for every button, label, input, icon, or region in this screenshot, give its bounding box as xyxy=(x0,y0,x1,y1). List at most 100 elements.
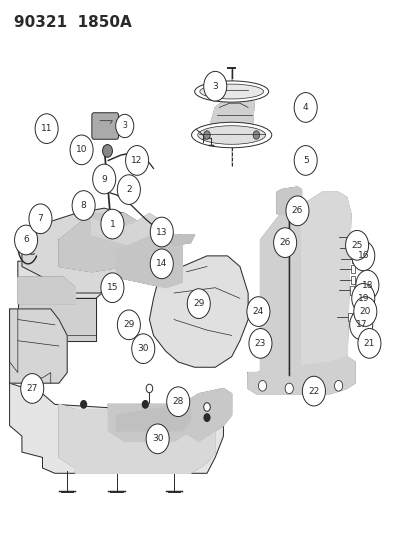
Circle shape xyxy=(345,230,368,260)
Polygon shape xyxy=(18,277,75,304)
Circle shape xyxy=(357,328,380,358)
Circle shape xyxy=(309,383,317,394)
Bar xyxy=(347,313,351,321)
Text: 11: 11 xyxy=(41,124,52,133)
Circle shape xyxy=(142,401,148,408)
Circle shape xyxy=(35,114,58,143)
Polygon shape xyxy=(59,214,141,272)
Circle shape xyxy=(258,381,266,391)
Text: 28: 28 xyxy=(172,397,183,406)
Circle shape xyxy=(93,164,115,194)
Ellipse shape xyxy=(191,122,271,148)
Text: 5: 5 xyxy=(302,156,308,165)
Text: 20: 20 xyxy=(359,307,370,316)
Text: 4: 4 xyxy=(302,103,308,112)
Polygon shape xyxy=(59,405,215,473)
Circle shape xyxy=(203,131,210,139)
Circle shape xyxy=(150,249,173,279)
FancyBboxPatch shape xyxy=(92,113,118,139)
Polygon shape xyxy=(276,187,301,215)
Text: 24: 24 xyxy=(252,307,263,316)
Polygon shape xyxy=(9,383,223,473)
Text: 9: 9 xyxy=(101,174,107,183)
Circle shape xyxy=(14,225,38,255)
Text: 30: 30 xyxy=(152,434,163,443)
Text: 29: 29 xyxy=(123,320,134,329)
Circle shape xyxy=(146,424,169,454)
Text: 17: 17 xyxy=(355,320,366,329)
Text: 6: 6 xyxy=(23,236,29,245)
Circle shape xyxy=(252,131,259,139)
Text: 16: 16 xyxy=(357,252,368,261)
Text: 3: 3 xyxy=(122,122,127,131)
Bar xyxy=(349,233,354,241)
Polygon shape xyxy=(18,261,108,298)
Circle shape xyxy=(125,146,148,175)
Circle shape xyxy=(146,384,152,393)
Text: 26: 26 xyxy=(291,206,302,215)
Circle shape xyxy=(355,270,378,300)
Text: 30: 30 xyxy=(137,344,149,353)
Polygon shape xyxy=(182,389,231,441)
Polygon shape xyxy=(149,256,247,367)
Text: 12: 12 xyxy=(131,156,142,165)
Circle shape xyxy=(115,114,133,138)
Circle shape xyxy=(334,381,342,391)
Polygon shape xyxy=(157,235,194,245)
Circle shape xyxy=(273,228,296,257)
Bar xyxy=(351,244,355,252)
Ellipse shape xyxy=(194,81,268,102)
Ellipse shape xyxy=(199,84,263,99)
Circle shape xyxy=(294,146,316,175)
Text: 18: 18 xyxy=(361,280,372,289)
Text: 23: 23 xyxy=(254,339,266,348)
Text: 14: 14 xyxy=(156,260,167,268)
Ellipse shape xyxy=(197,126,265,144)
Circle shape xyxy=(29,204,52,233)
Circle shape xyxy=(301,376,325,406)
Circle shape xyxy=(101,209,123,239)
Bar xyxy=(351,265,355,273)
Text: 15: 15 xyxy=(107,283,118,292)
Text: 90321  1850A: 90321 1850A xyxy=(14,14,131,30)
Text: 8: 8 xyxy=(81,201,86,210)
Circle shape xyxy=(203,71,226,101)
Polygon shape xyxy=(18,298,96,341)
Circle shape xyxy=(117,175,140,205)
Circle shape xyxy=(70,135,93,165)
Circle shape xyxy=(72,191,95,220)
Polygon shape xyxy=(301,192,350,389)
Text: 25: 25 xyxy=(351,241,362,250)
Text: 13: 13 xyxy=(156,228,167,237)
Circle shape xyxy=(204,414,209,421)
Circle shape xyxy=(81,401,86,408)
Polygon shape xyxy=(260,208,313,389)
Text: 26: 26 xyxy=(279,238,290,247)
Polygon shape xyxy=(116,405,190,431)
Circle shape xyxy=(351,241,374,271)
Text: 1: 1 xyxy=(109,220,115,229)
Circle shape xyxy=(349,310,372,340)
Bar xyxy=(349,286,354,295)
Polygon shape xyxy=(209,97,254,133)
Polygon shape xyxy=(108,405,190,441)
Text: 19: 19 xyxy=(357,294,368,303)
Text: 3: 3 xyxy=(212,82,218,91)
Text: 7: 7 xyxy=(38,214,43,223)
Text: 29: 29 xyxy=(192,299,204,308)
Polygon shape xyxy=(92,214,166,251)
Polygon shape xyxy=(247,357,354,394)
Circle shape xyxy=(285,196,308,225)
Circle shape xyxy=(117,310,140,340)
Circle shape xyxy=(248,328,271,358)
Text: 27: 27 xyxy=(26,384,38,393)
Circle shape xyxy=(246,297,269,326)
Circle shape xyxy=(101,273,123,303)
Circle shape xyxy=(351,284,374,313)
Circle shape xyxy=(203,403,210,411)
Circle shape xyxy=(131,334,154,364)
Circle shape xyxy=(187,289,210,318)
Polygon shape xyxy=(116,229,182,288)
Polygon shape xyxy=(22,208,141,293)
Circle shape xyxy=(150,217,173,247)
